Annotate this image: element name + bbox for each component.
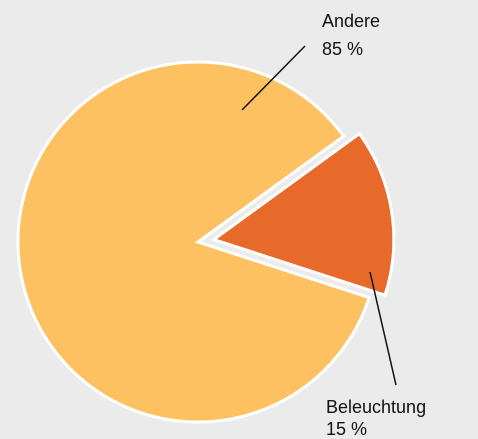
pie-slice: [16, 60, 372, 424]
slice-label: Andere: [322, 11, 380, 31]
slice-label: Beleuchtung: [326, 397, 426, 417]
leader-line: [241, 45, 306, 111]
value-label: 15 %: [326, 419, 367, 439]
value-label: 85 %: [322, 39, 363, 59]
leader-line: [369, 271, 397, 386]
pie-slice: [210, 131, 396, 298]
